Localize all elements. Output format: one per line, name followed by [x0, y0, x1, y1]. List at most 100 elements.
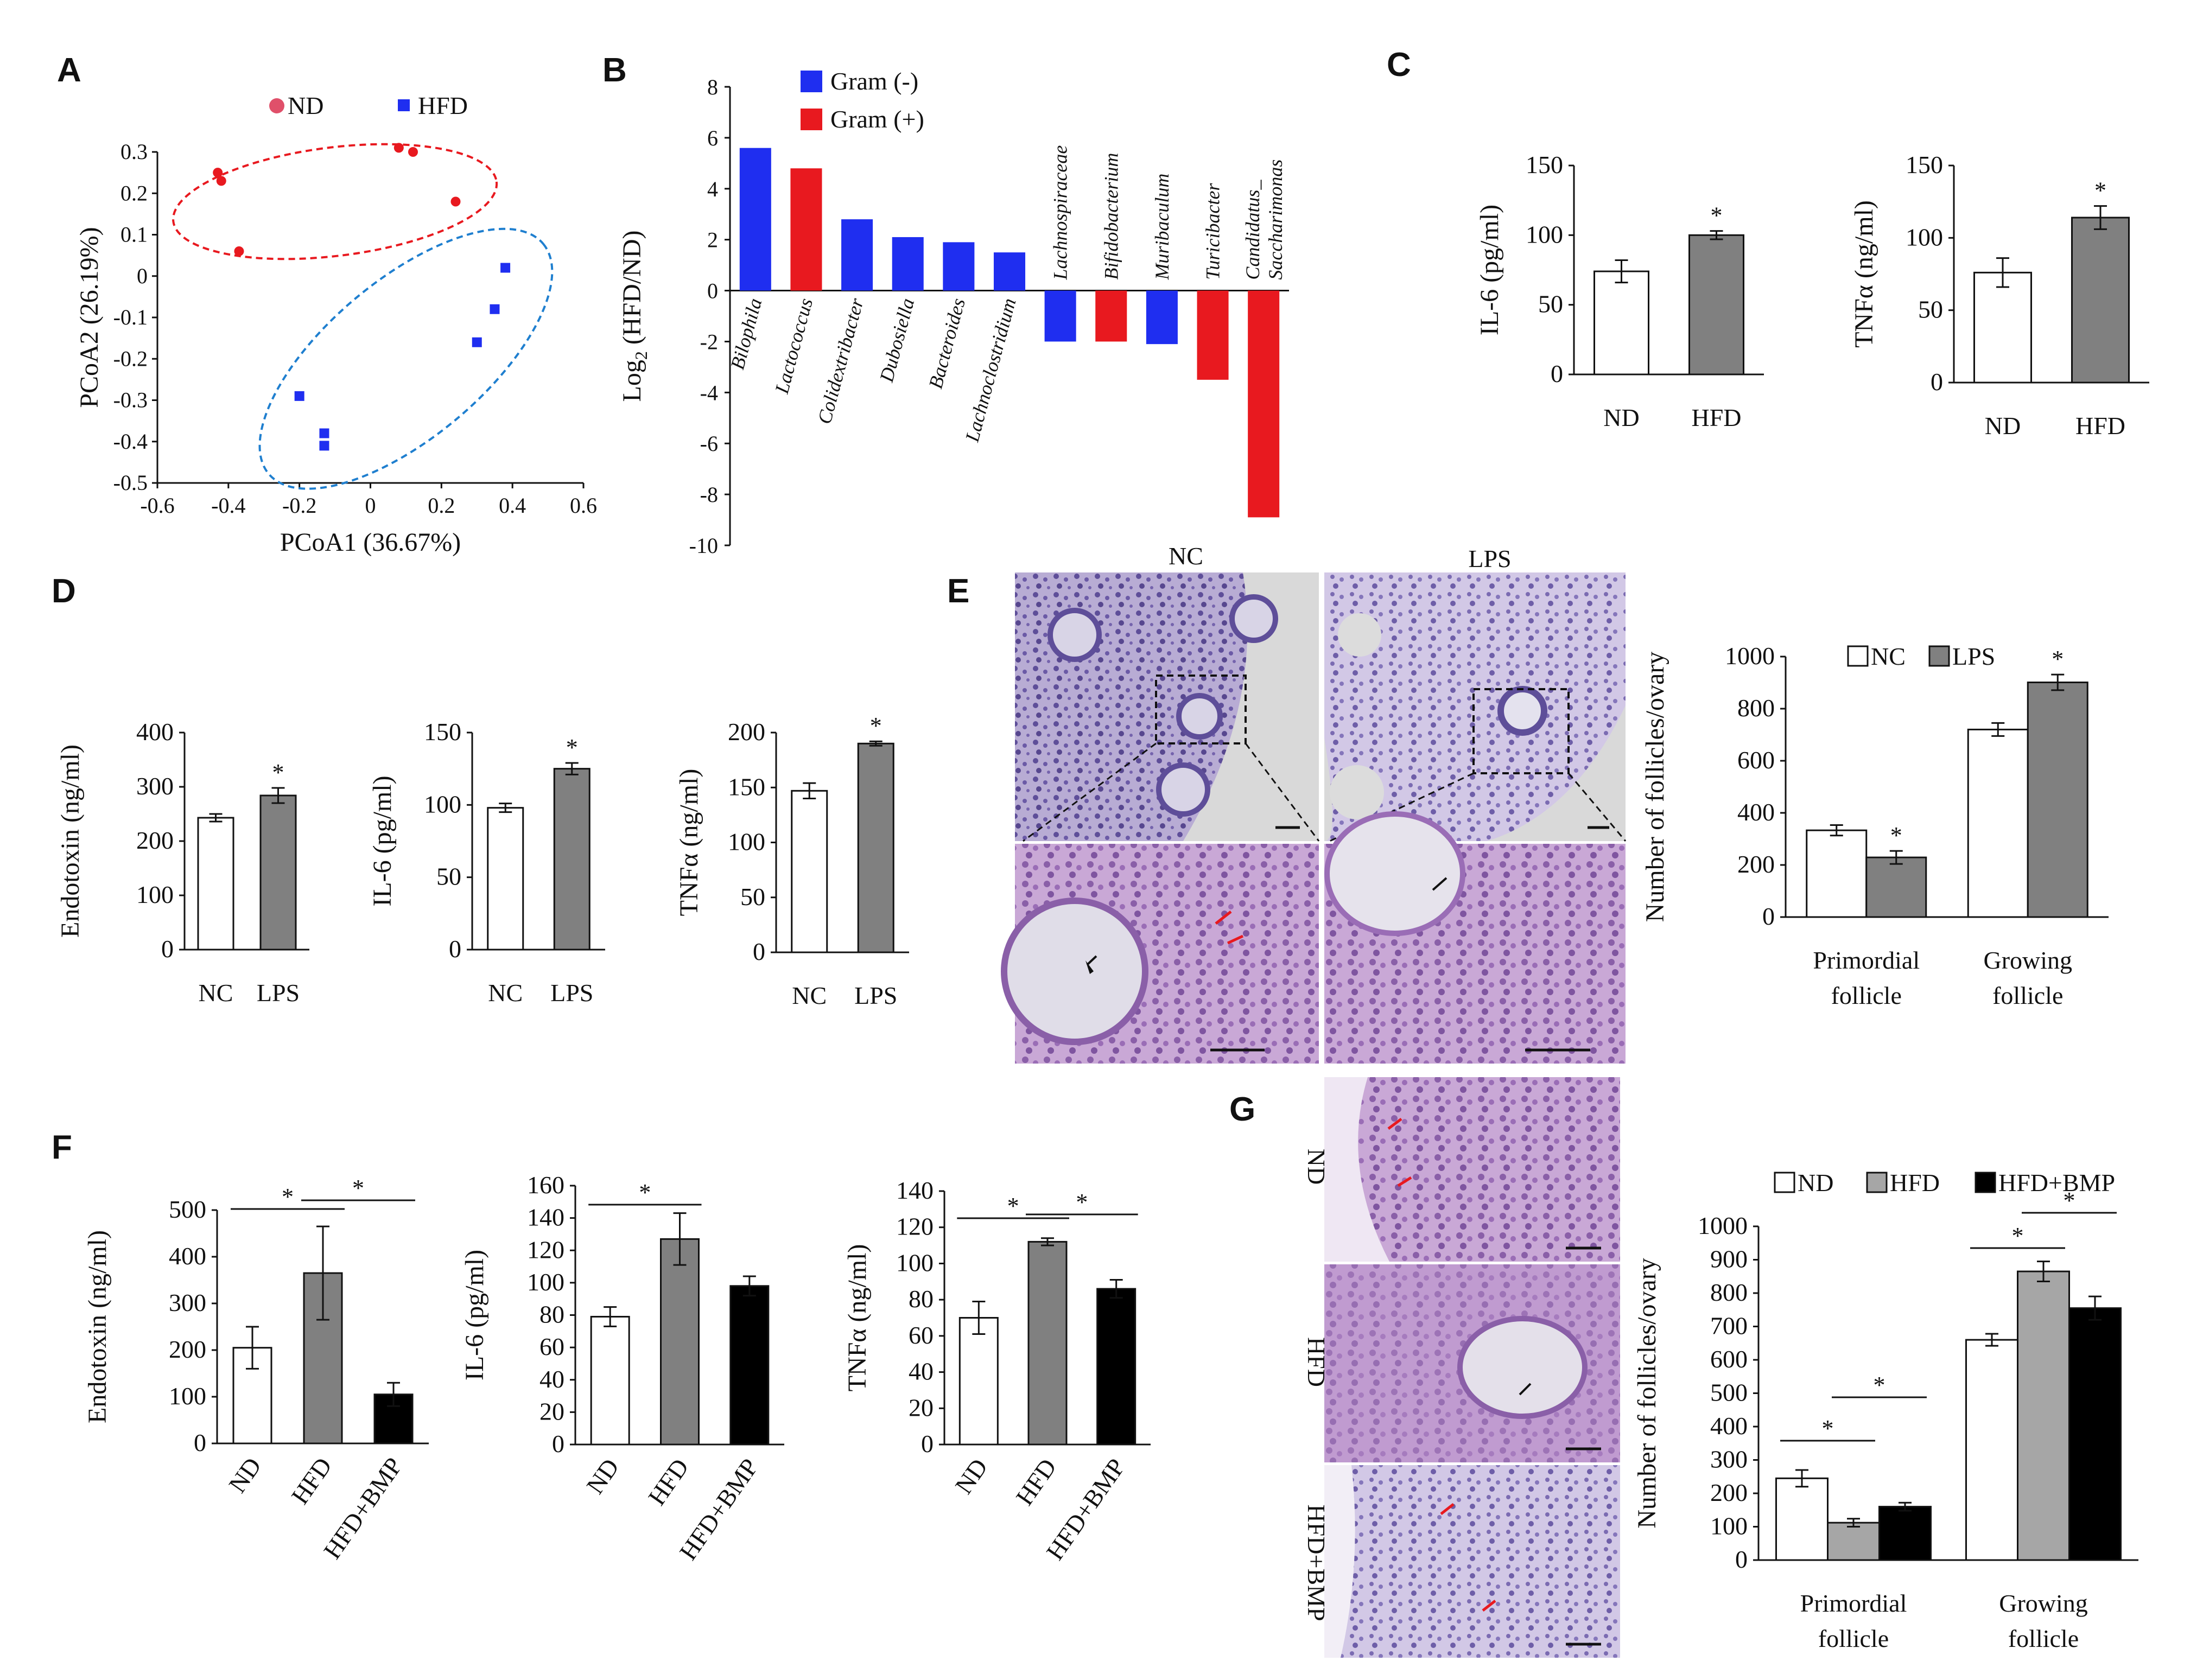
- legend-swatch: [1866, 1172, 1888, 1193]
- y-tick-label: 300: [169, 1289, 206, 1316]
- y-tick-label: 150: [728, 773, 765, 800]
- y-tick-label: 0: [1931, 368, 1943, 396]
- y-axis-label: IL-6 (pg/ml): [368, 775, 397, 906]
- y-tick-label: 400: [1710, 1412, 1748, 1440]
- y-axis-label: IL-6 (pg/ml): [460, 1250, 489, 1380]
- scatter-point-hfd: [319, 441, 329, 451]
- category-label: Lachnospiraceae: [1050, 145, 1071, 281]
- follicles-nc-lps-bar-chart: 0 200 400 600 800 1000 * Primordial follicle * Gro…: [1641, 642, 2109, 1009]
- bar: [1967, 728, 2029, 918]
- y-tick-label: 100: [136, 881, 174, 908]
- y-tick-label: -0.1: [113, 305, 148, 329]
- category-label: NC: [488, 979, 523, 1007]
- y-tick-label: 200: [728, 718, 765, 746]
- category-label: Saccharimonas: [1265, 160, 1286, 280]
- pcoa-scatter-chart: 0.3 0.2 0.1 0 -0.1 -0.2 -0.3 -0.4 -0.5-0.6 -0.4 -0…: [75, 92, 597, 557]
- y-tick-label: 600: [1710, 1345, 1748, 1373]
- category-label: ND: [581, 1453, 624, 1499]
- scatter-point-nd: [213, 168, 223, 178]
- legend-swatch: [1975, 1172, 1996, 1193]
- x-axis-label: PCoA1 (36.67%): [280, 528, 461, 557]
- significance-star: *: [1890, 822, 1902, 849]
- bar: [1095, 290, 1127, 342]
- panel-letter-f: F: [52, 1129, 72, 1166]
- y-tick-label: 160: [527, 1171, 564, 1199]
- y-tick-label: 800: [1737, 694, 1775, 722]
- y-tick-label: 100: [1710, 1512, 1748, 1540]
- y-tick-label: 100: [169, 1382, 206, 1410]
- legend-label: HFD+BMP: [1998, 1169, 2115, 1197]
- y-tick-label: 80: [909, 1285, 934, 1313]
- histology-g-group: ND HFD HFD+BMP: [1303, 1077, 1620, 1658]
- y-tick-label: 50: [436, 863, 461, 890]
- y-tick-label: 0: [921, 1430, 934, 1458]
- tnfa-nc-lps-bar-chart: 0 50 100 150 200 NC * LPS TNFα (ng/ml): [675, 712, 909, 1009]
- scatter-point-nd: [450, 196, 461, 207]
- y-tick-label: 100: [728, 828, 765, 856]
- bar: [1827, 1522, 1880, 1561]
- y-tick-label: 500: [169, 1195, 206, 1223]
- y-tick-label: 200: [1737, 850, 1775, 878]
- histology-image-g-hfd: [1324, 1264, 1620, 1462]
- category-label: HFD: [286, 1452, 338, 1509]
- bar: [1593, 270, 1649, 376]
- il6-nc-lps-bar-chart: 0 50 100 150 NC * LPS IL-6 (pg/ml): [368, 718, 605, 1007]
- legend-marker-nd: [269, 98, 284, 113]
- legend-swatch-gram-neg: [801, 71, 822, 92]
- panel-letter-b: B: [602, 52, 627, 89]
- y-axis-label: TNFα (ng/ml): [843, 1244, 872, 1392]
- legend-label-gram-pos: Gram (+): [830, 105, 924, 133]
- y-tick-label: 400: [169, 1242, 206, 1270]
- legend-label: NC: [1871, 642, 1906, 670]
- legend-label: HFD: [1890, 1169, 1940, 1197]
- bar: [590, 1315, 630, 1446]
- scatter-point-hfd: [294, 391, 304, 401]
- histology-image-nc-low: [1015, 572, 1320, 842]
- y-axis-label: Endotoxin (ng/ml): [83, 1230, 112, 1423]
- category-label: ND: [950, 1453, 993, 1499]
- bar: [892, 237, 924, 291]
- y-tick-label: 20: [539, 1397, 564, 1425]
- bar: [660, 1238, 700, 1446]
- bar: [197, 817, 234, 951]
- y-axis-label: TNFα (ng/ml): [675, 769, 703, 917]
- y-tick-label: 6: [707, 126, 718, 150]
- category-label: Muribaculum: [1151, 174, 1173, 281]
- y-axis-label: TNFα (ng/ml): [1850, 200, 1878, 348]
- significance-star: *: [1822, 1415, 1834, 1442]
- category-label: Lachnoclostridium: [961, 296, 1020, 444]
- y-axis-label: Log2 (HFD/ND): [618, 231, 651, 402]
- y-tick-label: 200: [1710, 1479, 1748, 1506]
- y-tick-label: 300: [1710, 1446, 1748, 1473]
- y-tick-label: -10: [689, 533, 718, 558]
- y-tick-label: 40: [539, 1365, 564, 1393]
- bar: [487, 807, 524, 951]
- x-tick-label: 0.4: [499, 493, 526, 518]
- category-label: follicle: [1818, 1625, 1889, 1652]
- y-tick-label: 800: [1710, 1278, 1748, 1306]
- histology-image-g-hfd-bmp: [1324, 1465, 1620, 1658]
- bar: [553, 768, 591, 951]
- nd-cluster-ellipse: [172, 143, 498, 260]
- legend-swatch: [1774, 1172, 1795, 1193]
- category-label: ND: [1603, 404, 1639, 431]
- y-tick-label: 0.3: [120, 139, 148, 164]
- bar: [993, 252, 1026, 291]
- x-tick-label: -0.6: [140, 493, 174, 518]
- scatter-point-hfd: [319, 428, 329, 438]
- bar: [1146, 290, 1178, 345]
- significance-star: *: [2094, 177, 2106, 204]
- x-tick-label: -0.2: [282, 493, 316, 518]
- y-tick-label: -8: [700, 482, 718, 507]
- y-tick-label: 0.1: [120, 222, 148, 247]
- category-label: LPS: [854, 982, 897, 1009]
- bar: [1096, 1288, 1137, 1446]
- endotoxin-nc-lps-bar-chart: 0 100 200 300 400 NC * LPS Endotoxin (ng/ml): [56, 718, 309, 1007]
- bar: [943, 242, 975, 291]
- bar: [1688, 234, 1744, 376]
- x-tick-label: -0.4: [211, 493, 245, 518]
- bar: [2017, 1270, 2070, 1561]
